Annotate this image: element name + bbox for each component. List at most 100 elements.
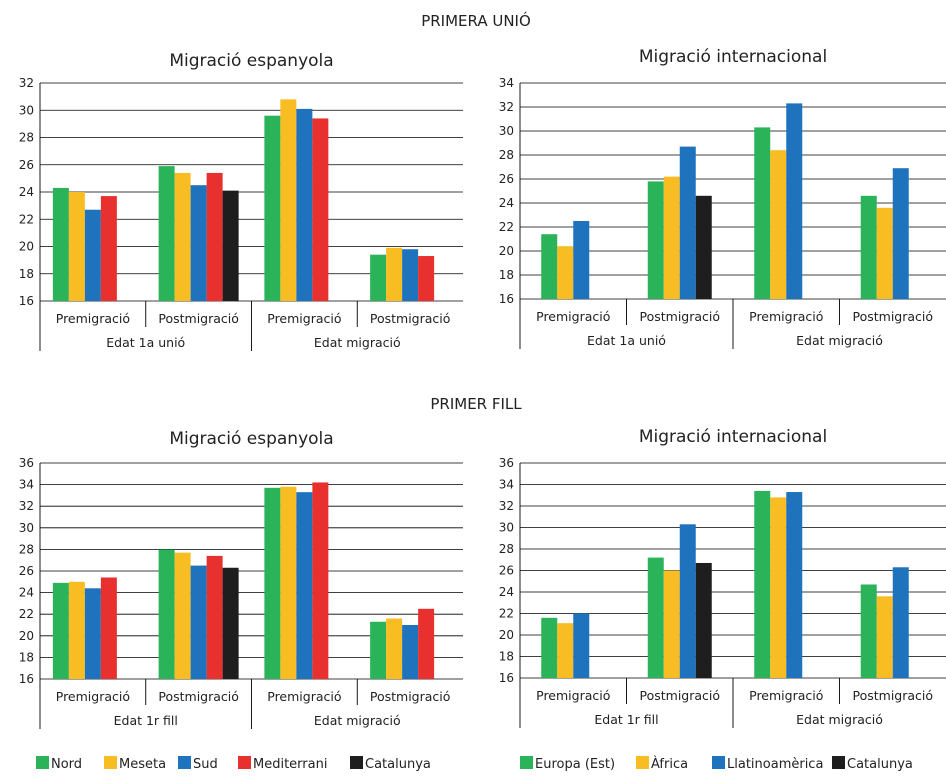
- bar-meseta-3: [386, 618, 403, 679]
- y-tick-label: 26: [19, 158, 34, 172]
- legend-label-mediterrani: Mediterrani: [253, 757, 327, 772]
- legend-swatch-meseta: [104, 756, 117, 769]
- bar-sud-1: [190, 565, 207, 679]
- bar--frica-1: [663, 570, 680, 678]
- bar--frica-2: [770, 150, 787, 299]
- bar-meseta-1: [174, 172, 191, 301]
- bar-europa-est--2: [754, 490, 771, 678]
- chart-title: Migració internacional: [639, 427, 827, 447]
- y-tick-label: 32: [499, 499, 514, 513]
- y-tick-label: 24: [499, 196, 514, 210]
- bar-mediterrani-2: [312, 118, 329, 301]
- y-tick-label: 30: [19, 103, 34, 117]
- y-tick-label: 22: [19, 212, 34, 226]
- legend-swatch-catalunya: [350, 756, 363, 769]
- bar-llatinoam-rica-3: [892, 168, 909, 299]
- chart-title: Migració espanyola: [169, 51, 333, 71]
- category-label: Premigració: [56, 311, 130, 326]
- bar-llatinoam-rica-1: [679, 146, 696, 299]
- y-tick-label: 30: [499, 124, 514, 138]
- bar-mediterrani-3: [418, 256, 435, 301]
- bar-sud-3: [402, 249, 419, 301]
- legend-spanish: Nord Meseta Sud Mediterrani Catalunya: [36, 756, 431, 772]
- bar--frica-3: [876, 207, 893, 299]
- legend-swatch--frica: [636, 756, 649, 769]
- group-label: Edat migració: [796, 712, 883, 727]
- category-label: Postmigració: [852, 688, 933, 703]
- y-tick-label: 36: [499, 456, 514, 470]
- bar-europa-est--3: [860, 195, 877, 299]
- y-tick-label: 16: [19, 294, 34, 308]
- y-tick-label: 28: [499, 148, 514, 162]
- y-tick-label: 24: [19, 185, 34, 199]
- category-label: Postmigració: [639, 688, 720, 703]
- y-tick-label: 32: [19, 76, 34, 90]
- bar--frica-0: [557, 246, 574, 299]
- category-label: Premigració: [536, 688, 610, 703]
- category-label: Postmigració: [370, 689, 451, 704]
- bar--frica-2: [770, 497, 787, 678]
- bar-meseta-1: [174, 552, 191, 679]
- group-label: Edat migració: [796, 333, 883, 348]
- bar-sud-0: [84, 588, 101, 679]
- y-tick-label: 34: [19, 478, 34, 492]
- category-label: Premigració: [56, 689, 130, 704]
- legend-swatch-europa-est-: [520, 756, 533, 769]
- y-tick-label: 26: [499, 564, 514, 578]
- category-label: Premigració: [749, 309, 823, 324]
- legend-swatch-catalunya: [832, 756, 845, 769]
- y-tick-label: 22: [19, 607, 34, 621]
- category-label: Premigració: [267, 689, 341, 704]
- y-tick-label: 20: [499, 628, 514, 642]
- bar-europa-est--1: [647, 181, 664, 299]
- bar-llatinoam-rica-0: [573, 613, 590, 678]
- y-tick-label: 34: [499, 76, 514, 90]
- legend-swatch-llatinoam-rica: [712, 756, 725, 769]
- group-label: Edat migració: [314, 713, 401, 728]
- legend-swatch-mediterrani: [238, 756, 251, 769]
- y-tick-label: 22: [499, 220, 514, 234]
- y-tick-label: 30: [499, 521, 514, 535]
- bar--frica-0: [557, 623, 574, 678]
- y-tick-label: 22: [499, 607, 514, 621]
- bar-sud-2: [296, 108, 313, 301]
- bar-llatinoam-rica-2: [786, 103, 803, 300]
- y-tick-label: 32: [499, 100, 514, 114]
- y-tick-label: 24: [499, 585, 514, 599]
- bar-nord-0: [52, 187, 69, 301]
- bar-meseta-0: [68, 581, 85, 679]
- bar-europa-est--0: [541, 617, 558, 678]
- bar-sud-0: [84, 209, 101, 301]
- bar-llatinoam-rica-2: [786, 492, 803, 678]
- bar-mediterrani-0: [100, 196, 117, 301]
- legend-label-catalunya: Catalunya: [365, 757, 431, 772]
- y-tick-label: 16: [19, 672, 34, 686]
- legend-swatch-sud: [178, 756, 191, 769]
- bar-meseta-2: [280, 99, 297, 301]
- bar-llatinoam-rica-0: [573, 221, 590, 299]
- bar-nord-2: [264, 115, 281, 301]
- bar-sud-2: [296, 492, 313, 679]
- legend-label-nord: Nord: [51, 757, 82, 772]
- bar-europa-est--1: [647, 557, 664, 678]
- bar-meseta-2: [280, 486, 297, 679]
- legend-label-meseta: Meseta: [119, 757, 166, 772]
- y-tick-label: 24: [19, 586, 34, 600]
- legend-label-llatinoam-rica: Llatinoamèrica: [727, 757, 823, 772]
- category-label: Postmigració: [852, 309, 933, 324]
- y-tick-label: 20: [19, 240, 34, 254]
- chart-primer-fill-internacional: Migració internacional 16 18 20 22 24 26 28 30 32…: [499, 427, 946, 728]
- y-tick-label: 20: [499, 244, 514, 258]
- chart-title: Migració espanyola: [169, 429, 333, 449]
- bar-mediterrani-3: [418, 608, 435, 679]
- legend-label-catalunya: Catalunya: [847, 757, 913, 772]
- chart-primera-unio-espanyola: Migració espanyola 16 18 20 22 24 26 28 30 32 Prem…: [19, 51, 463, 351]
- group-label: Edat 1a unió: [587, 333, 666, 348]
- y-tick-label: 18: [499, 650, 514, 664]
- bar-meseta-0: [68, 192, 85, 301]
- bar-nord-1: [158, 549, 175, 679]
- category-label: Premigració: [267, 311, 341, 326]
- bar-catalunya-1: [695, 195, 712, 299]
- y-tick-label: 34: [499, 478, 514, 492]
